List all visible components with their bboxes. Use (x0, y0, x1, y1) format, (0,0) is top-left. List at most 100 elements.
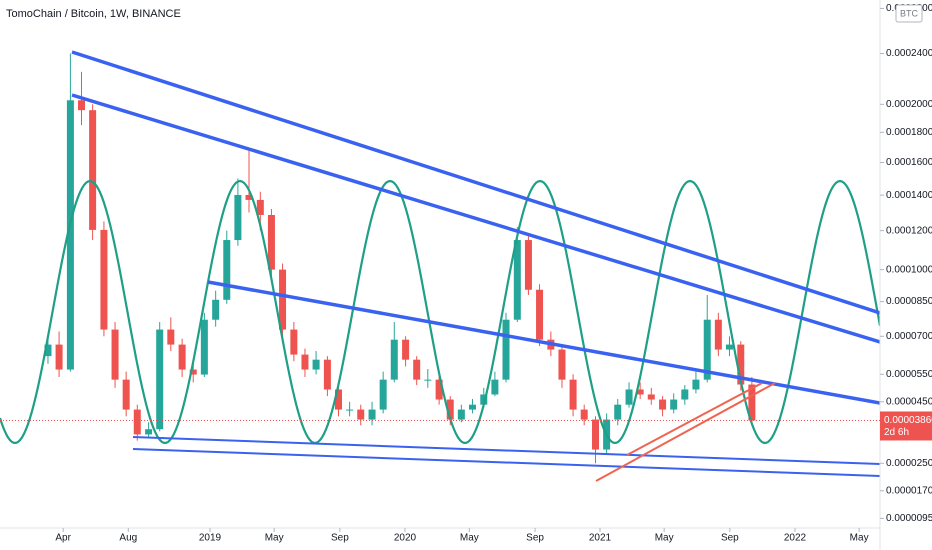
candle-body (681, 389, 689, 400)
candle-body (513, 240, 521, 320)
candle-body (502, 319, 510, 380)
chart-title: TomoChain / Bitcoin, 1W, BINANCE (6, 8, 181, 20)
x-tick-label: Sep (526, 533, 544, 544)
x-tick-label: Aug (119, 533, 137, 544)
x-tick-label: May (850, 533, 869, 544)
countdown: 2d 6h (884, 427, 909, 438)
x-tick-label: 2022 (784, 533, 807, 544)
candle-body (558, 349, 566, 380)
candle-body (245, 194, 253, 200)
candle-body (89, 110, 97, 230)
candle-body (55, 344, 63, 370)
last-price-label: 0.00003860 (884, 415, 932, 426)
x-tick-label: Sep (721, 533, 739, 544)
axes: 0.000280000.000240000.000200000.00018000… (55, 3, 932, 544)
candle-body (491, 379, 499, 395)
candle-body (703, 319, 711, 380)
currency-badge (895, 4, 923, 23)
candle-body (670, 399, 678, 410)
drawings (0, 50, 880, 482)
candle-body (357, 409, 365, 420)
candle-body (725, 344, 733, 350)
candle-body (390, 339, 398, 380)
last-price-box (880, 411, 932, 441)
currency: BTC (900, 8, 919, 18)
trend-line (71, 93, 880, 344)
candle-body (234, 194, 242, 241)
candle-body (468, 404, 476, 410)
candle-body (145, 429, 153, 435)
candle-body (402, 339, 410, 360)
candle-body (592, 419, 600, 450)
candle-body (290, 329, 298, 355)
trend-line (207, 280, 880, 405)
x-tick-label: 2021 (589, 533, 612, 544)
candle-body (178, 344, 186, 370)
candle-body (737, 344, 745, 385)
candle-body (100, 229, 108, 330)
candle-body (536, 289, 544, 340)
trend-line (132, 448, 880, 477)
candle-body (368, 409, 376, 420)
support-line (626, 382, 763, 456)
x-tick-label: May (460, 533, 479, 544)
candle-body (692, 379, 700, 390)
candle-body (279, 269, 287, 330)
candle-body (748, 384, 756, 421)
candles (44, 53, 756, 464)
candle-body (659, 399, 667, 410)
candle-body (435, 379, 443, 400)
x-tick-label: May (265, 533, 284, 544)
candle-body (267, 214, 275, 270)
candle-body (301, 354, 309, 370)
x-tick-label: Sep (331, 533, 349, 544)
candle-body (66, 100, 74, 370)
x-tick-label: May (655, 533, 674, 544)
candle-body (212, 299, 220, 320)
candle-body (156, 329, 164, 430)
x-tick-label: 2020 (394, 533, 417, 544)
candle-body (457, 409, 465, 420)
candle-body (200, 319, 208, 375)
candle-body (480, 394, 488, 405)
candle-body (189, 369, 197, 375)
candle-body (379, 379, 387, 410)
candle-body (167, 329, 175, 345)
trend-line (132, 436, 880, 465)
candle-body (335, 389, 343, 410)
candle-body (223, 240, 231, 300)
candle-body (625, 389, 633, 405)
candle-body (714, 319, 722, 350)
candle-body (614, 404, 622, 420)
candle-body (524, 240, 532, 290)
x-tick-label: 2019 (199, 533, 222, 544)
candle-body (446, 399, 454, 420)
candle-body (122, 379, 130, 410)
candle-body (323, 359, 331, 390)
candle-body (312, 359, 320, 370)
cycle-curve (0, 179, 880, 444)
candle-body (413, 359, 421, 380)
candle-body (580, 409, 588, 420)
candle-body (133, 409, 141, 435)
candle-body (424, 379, 432, 381)
candle-body (636, 389, 644, 395)
support-line (595, 382, 776, 482)
candle-body (111, 329, 119, 380)
candle-body (647, 394, 655, 400)
y-tick-label: 0.00000950 (886, 513, 932, 524)
